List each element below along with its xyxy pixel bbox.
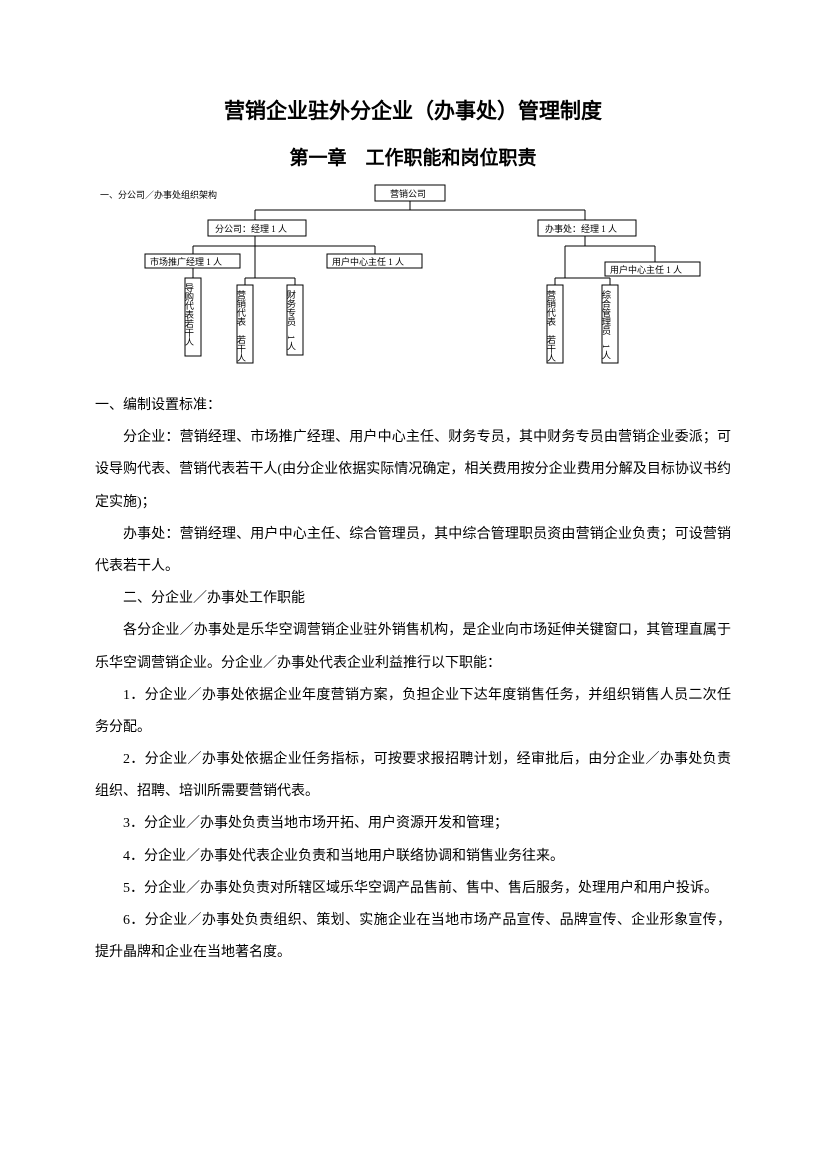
- node-guide: 导购代表若干人: [184, 283, 194, 346]
- list-item-4: 4．分企业／办事处代表企业负责和当地用户联络协调和销售业务往来。: [95, 841, 731, 873]
- orgchart-label: 一、分公司／办事处组织架构: [100, 189, 217, 200]
- node-sales-rep-right: 营销代表 若干人: [546, 289, 556, 362]
- node-sales-rep-left: 营销代表 若干人: [236, 289, 246, 362]
- node-finance: 财务专员 1 人: [286, 289, 296, 351]
- org-chart: 一、分公司／办事处组织架构 营销公司 分公司：经理 1 人 办事处：经理 1 人…: [95, 180, 731, 370]
- node-admin: 综合管理员 1 人: [601, 289, 611, 360]
- section1-p2: 办事处：营销经理、用户中心主任、综合管理员，其中综合管理职员资由营销企业负责；可…: [95, 519, 731, 583]
- list-item-6: 6．分企业／办事处负责组织、策划、实施企业在当地市场产品宣传、品牌宣传、企业形象…: [95, 905, 731, 969]
- node-user-center-left: 用户中心主任 1 人: [332, 256, 404, 267]
- list-item-1: 1．分企业／办事处依据企业年度营销方案，负担企业下达年度销售任务，并组织销售人员…: [95, 680, 731, 744]
- section1-heading: 一、编制设置标准：: [95, 390, 731, 422]
- node-root: 营销公司: [390, 188, 426, 199]
- node-branch-right: 办事处：经理 1 人: [545, 223, 617, 234]
- chapter-title: 第一章 工作职能和岗位职责: [95, 143, 731, 170]
- list-item-5: 5．分企业／办事处负责对所辖区域乐华空调产品售前、售中、售后服务，处理用户和用户…: [95, 873, 731, 905]
- node-branch-left: 分公司：经理 1 人: [215, 223, 287, 234]
- list-item-2: 2．分企业／办事处依据企业任务指标，可按要求报招聘计划，经审批后，由分企业／办事…: [95, 744, 731, 808]
- node-user-center-right: 用户中心主任 1 人: [610, 264, 682, 275]
- page-title: 营销企业驻外分企业（办事处）管理制度: [95, 95, 731, 125]
- section1-p1: 分企业：营销经理、市场推广经理、用户中心主任、财务专员，其中财务专员由营销企业委…: [95, 422, 731, 519]
- node-market-mgr: 市场推广经理 1 人: [150, 256, 222, 267]
- list-item-3: 3．分企业／办事处负责当地市场开拓、用户资源开发和管理；: [95, 808, 731, 840]
- section2-intro: 各分企业／办事处是乐华空调营销企业驻外销售机构，是企业向市场延伸关键窗口，其管理…: [95, 615, 731, 679]
- section2-heading: 二、分企业／办事处工作职能: [95, 583, 731, 615]
